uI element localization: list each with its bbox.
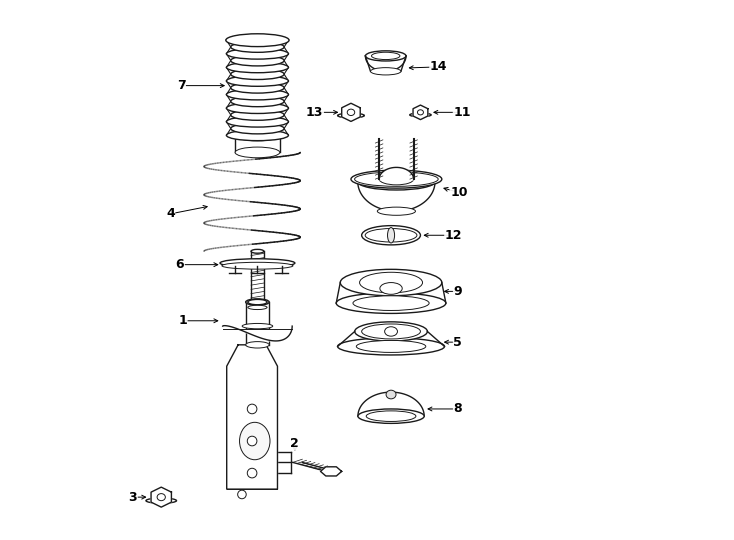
Ellipse shape bbox=[227, 76, 288, 86]
Ellipse shape bbox=[230, 69, 284, 79]
Text: 14: 14 bbox=[430, 60, 447, 73]
Ellipse shape bbox=[248, 299, 267, 305]
Ellipse shape bbox=[380, 282, 402, 294]
Ellipse shape bbox=[230, 123, 284, 134]
Ellipse shape bbox=[338, 338, 445, 355]
Ellipse shape bbox=[338, 113, 364, 118]
Ellipse shape bbox=[355, 322, 427, 341]
Ellipse shape bbox=[351, 170, 442, 188]
Ellipse shape bbox=[336, 293, 446, 313]
Text: 13: 13 bbox=[306, 106, 323, 119]
Ellipse shape bbox=[227, 35, 288, 45]
Ellipse shape bbox=[230, 55, 284, 66]
Ellipse shape bbox=[355, 172, 438, 186]
Ellipse shape bbox=[220, 259, 295, 267]
Ellipse shape bbox=[227, 130, 288, 140]
Ellipse shape bbox=[227, 49, 288, 59]
Ellipse shape bbox=[358, 409, 424, 423]
Circle shape bbox=[247, 404, 257, 414]
Ellipse shape bbox=[248, 305, 267, 309]
Ellipse shape bbox=[366, 51, 406, 61]
Ellipse shape bbox=[362, 226, 421, 245]
Text: 9: 9 bbox=[454, 285, 462, 298]
Ellipse shape bbox=[227, 62, 288, 73]
Text: 7: 7 bbox=[177, 79, 186, 92]
Ellipse shape bbox=[410, 113, 431, 117]
Ellipse shape bbox=[239, 422, 270, 460]
Ellipse shape bbox=[357, 174, 435, 190]
Circle shape bbox=[238, 490, 246, 499]
Circle shape bbox=[247, 436, 257, 446]
Ellipse shape bbox=[227, 103, 288, 113]
Ellipse shape bbox=[418, 110, 424, 115]
Ellipse shape bbox=[230, 96, 284, 107]
Ellipse shape bbox=[366, 411, 416, 421]
Ellipse shape bbox=[242, 323, 273, 329]
Text: 6: 6 bbox=[175, 258, 184, 271]
Ellipse shape bbox=[230, 83, 284, 93]
Ellipse shape bbox=[347, 109, 355, 116]
Circle shape bbox=[247, 468, 257, 478]
Ellipse shape bbox=[227, 89, 288, 100]
Ellipse shape bbox=[353, 296, 429, 310]
Ellipse shape bbox=[371, 68, 401, 75]
Polygon shape bbox=[227, 345, 277, 489]
Ellipse shape bbox=[227, 117, 288, 127]
Text: 1: 1 bbox=[178, 314, 187, 327]
Polygon shape bbox=[413, 105, 428, 119]
Ellipse shape bbox=[366, 228, 417, 242]
Ellipse shape bbox=[222, 262, 293, 269]
Text: 2: 2 bbox=[291, 437, 299, 450]
Ellipse shape bbox=[362, 324, 421, 339]
Ellipse shape bbox=[157, 494, 165, 501]
Ellipse shape bbox=[386, 390, 396, 399]
Ellipse shape bbox=[385, 327, 398, 336]
Ellipse shape bbox=[146, 498, 176, 503]
Ellipse shape bbox=[388, 227, 395, 243]
Ellipse shape bbox=[246, 342, 269, 348]
Ellipse shape bbox=[371, 52, 400, 59]
Text: 5: 5 bbox=[454, 336, 462, 349]
Ellipse shape bbox=[246, 299, 269, 305]
Text: 12: 12 bbox=[445, 229, 462, 242]
Text: 10: 10 bbox=[450, 186, 468, 199]
Ellipse shape bbox=[230, 42, 284, 52]
Polygon shape bbox=[151, 487, 172, 507]
Ellipse shape bbox=[379, 173, 414, 185]
Text: 11: 11 bbox=[454, 106, 471, 119]
Ellipse shape bbox=[235, 147, 280, 158]
Ellipse shape bbox=[230, 110, 284, 120]
Text: 3: 3 bbox=[128, 491, 137, 504]
Ellipse shape bbox=[356, 340, 426, 353]
Text: 8: 8 bbox=[454, 402, 462, 415]
Ellipse shape bbox=[251, 249, 264, 253]
Ellipse shape bbox=[341, 269, 442, 296]
Text: 4: 4 bbox=[166, 207, 175, 220]
Polygon shape bbox=[321, 467, 341, 476]
Ellipse shape bbox=[226, 34, 289, 46]
Ellipse shape bbox=[377, 207, 415, 215]
Ellipse shape bbox=[360, 272, 423, 293]
Polygon shape bbox=[342, 103, 360, 122]
Ellipse shape bbox=[235, 130, 280, 140]
